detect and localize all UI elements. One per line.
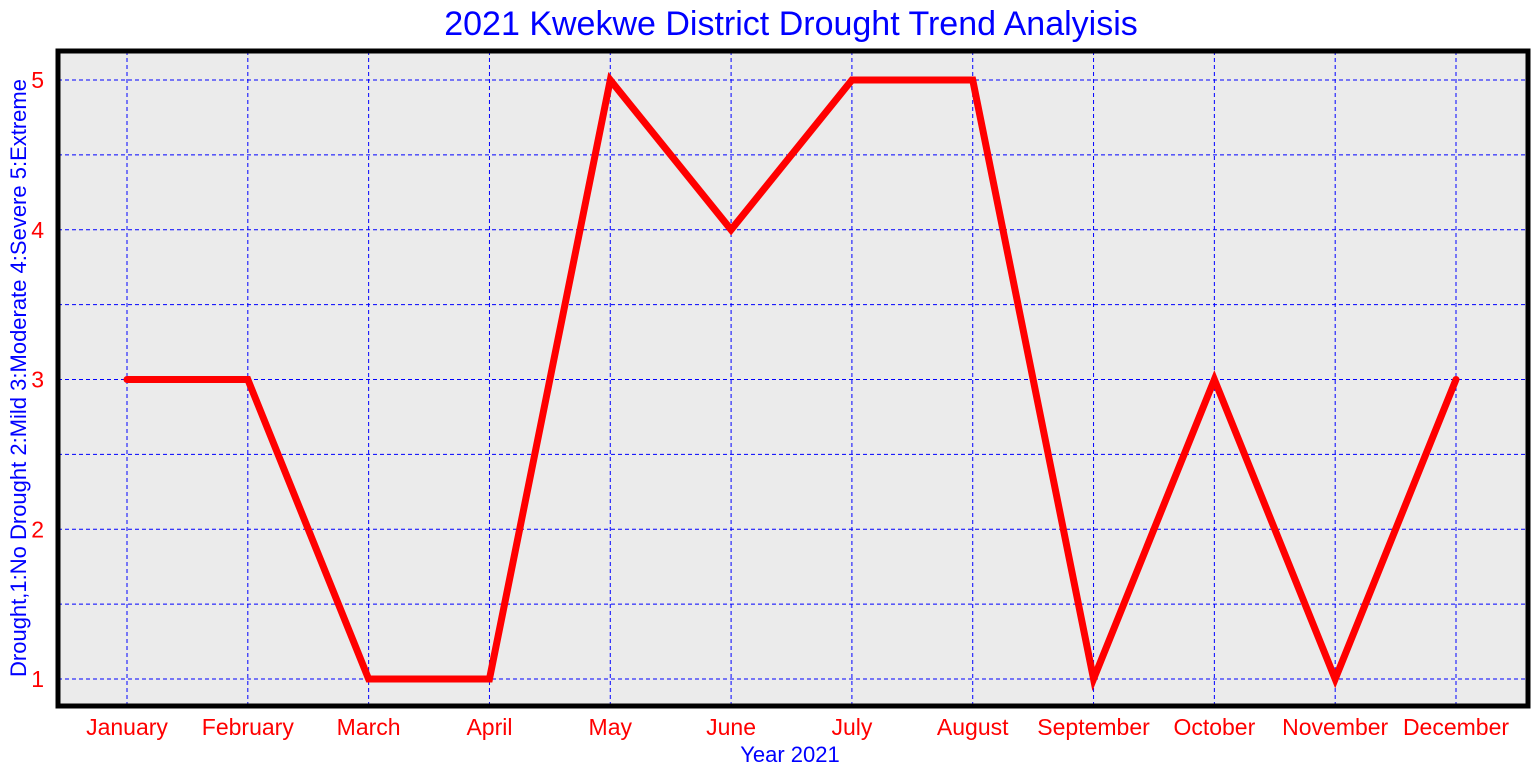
plot-frame [55, 48, 1531, 709]
data-point [488, 678, 491, 680]
x-tick-label: December [1403, 714, 1509, 740]
x-tick-label: July [831, 714, 872, 740]
x-tick-label: March [337, 714, 401, 740]
x-axis-label: Year 2021 [740, 742, 840, 767]
grid [58, 51, 1528, 706]
y-axis-label: Drought,1:No Drought 2:Mild 3:Moderate 4… [6, 79, 31, 677]
x-tick-label: September [1037, 714, 1150, 740]
data-point [1334, 678, 1337, 680]
data-point [609, 79, 612, 81]
data-point [850, 79, 853, 81]
y-tick-label: 1 [31, 666, 44, 692]
x-tick-label: June [706, 714, 756, 740]
data-point [246, 378, 249, 381]
y-tick-label: 5 [31, 67, 44, 93]
data-point [1092, 678, 1095, 680]
data-point [1213, 378, 1216, 381]
x-tick-label: February [202, 714, 295, 740]
x-tick-label: April [466, 714, 512, 740]
series-line [123, 72, 1460, 692]
y-tick-label: 2 [31, 516, 44, 542]
y-tick-labels: 1 2 3 4 5 [31, 67, 44, 692]
x-tick-label: October [1173, 714, 1255, 740]
y-tick-label: 4 [31, 217, 44, 243]
x-tick-label: November [1282, 714, 1388, 740]
x-tick-labels: January February March April May June July Augu… [86, 714, 1509, 740]
data-point [367, 678, 370, 680]
data-point [1455, 378, 1457, 381]
data-point [730, 228, 733, 231]
plot-area [58, 51, 1528, 706]
x-tick-label: August [937, 714, 1009, 740]
y-tick-label: 3 [31, 367, 44, 393]
chart-title: 2021 Kwekwe District Drought Trend Analy… [444, 5, 1138, 43]
data-point [971, 79, 974, 81]
data-point [126, 378, 128, 381]
x-tick-label: January [86, 714, 168, 740]
series-group [123, 72, 1460, 692]
x-tick-label: May [589, 714, 633, 740]
